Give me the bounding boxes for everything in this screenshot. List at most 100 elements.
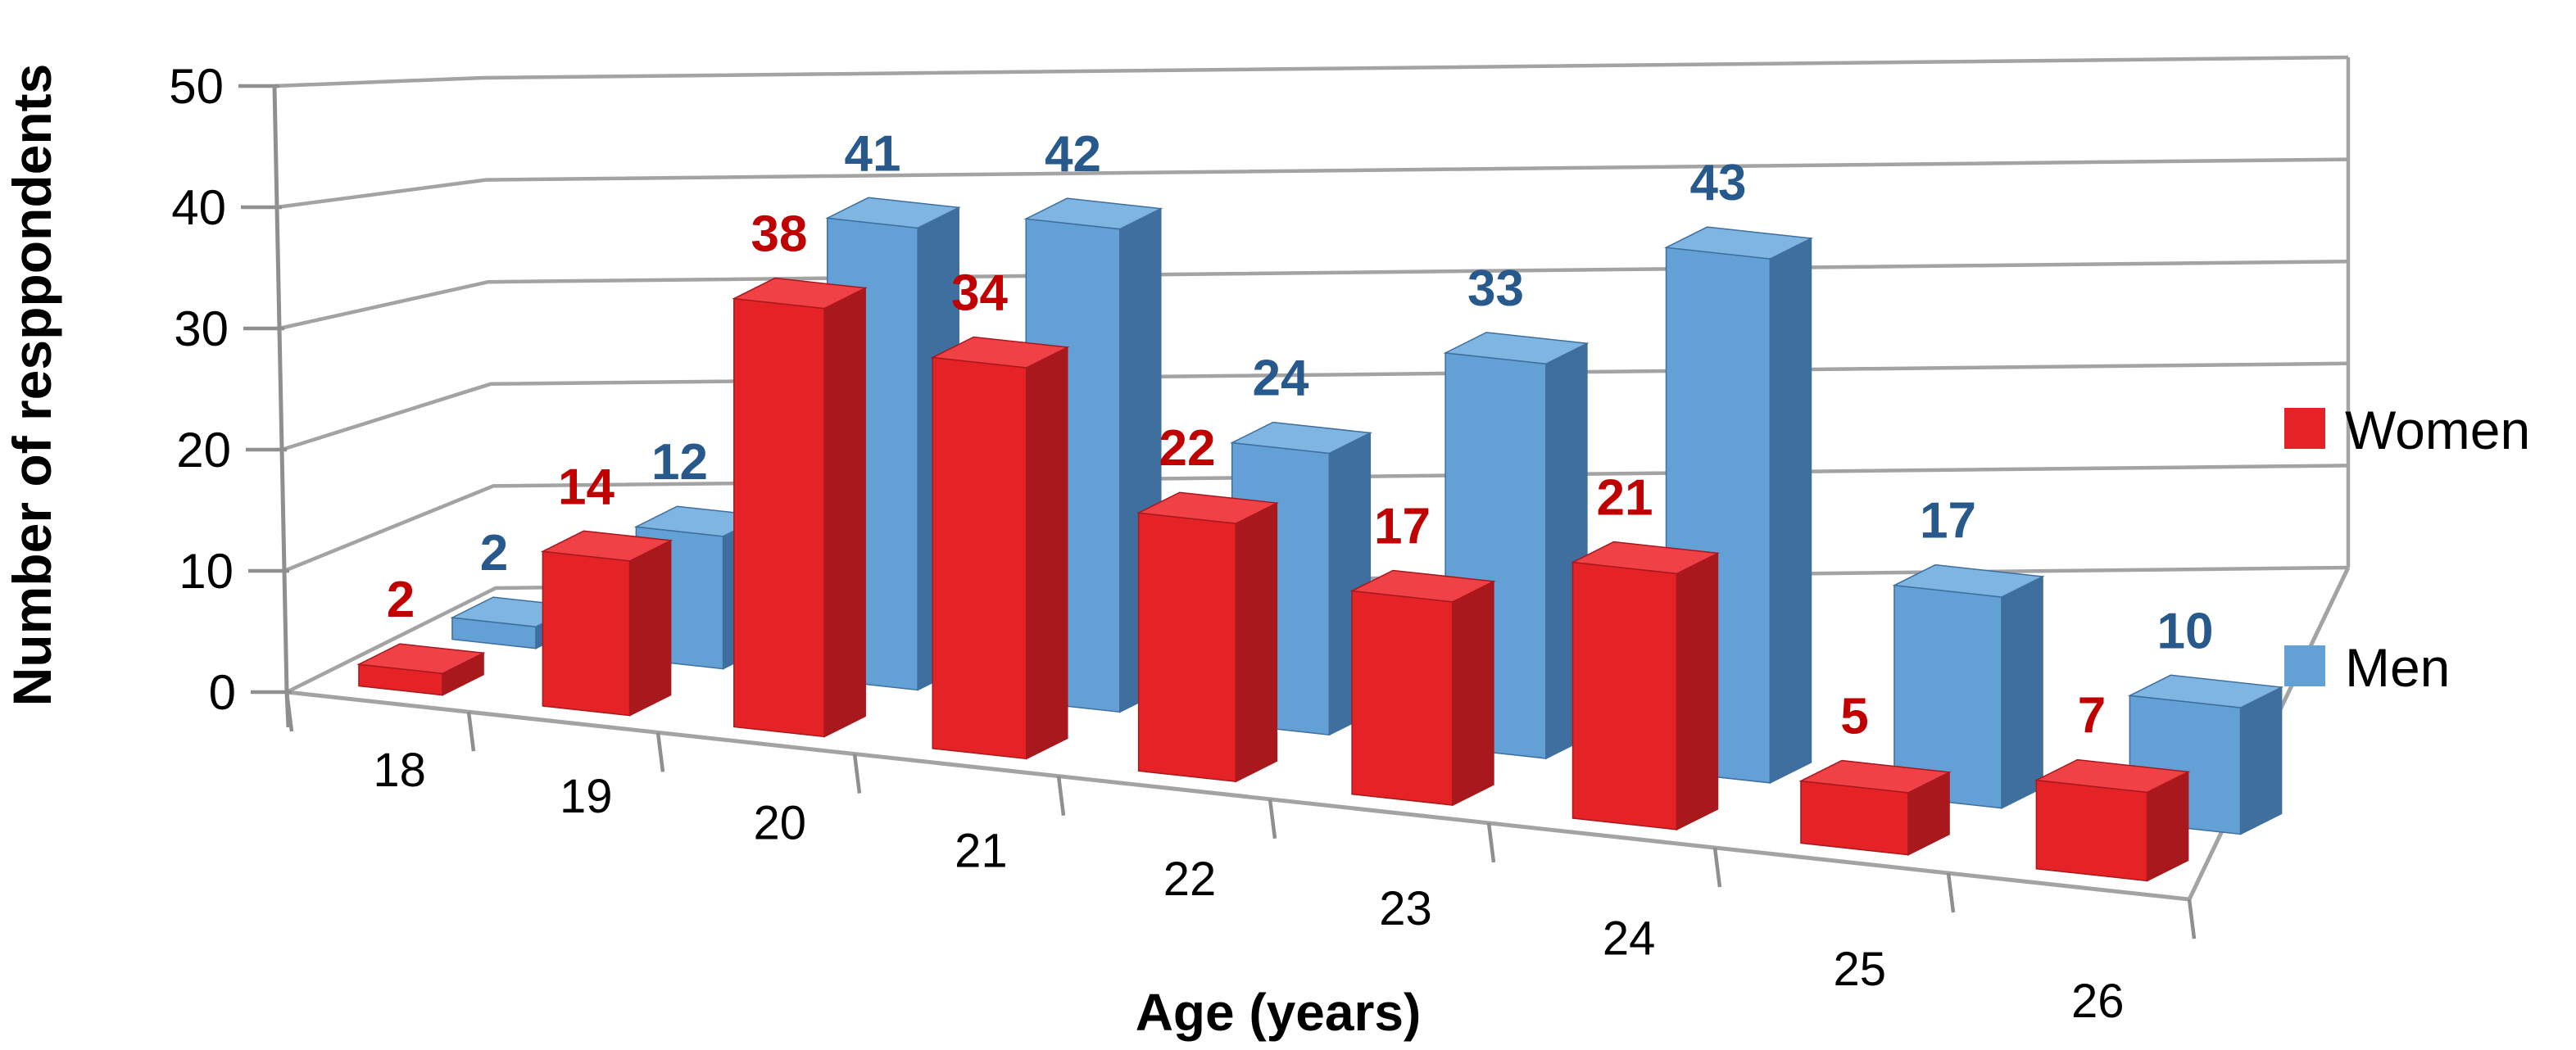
bar-women-21 (930, 336, 1070, 760)
y-tick-label-20: 20 (176, 423, 231, 477)
x-tick-8 (1946, 872, 1956, 913)
x-tick-1 (466, 711, 476, 752)
bar-top-face (1798, 759, 1952, 794)
x-tick-label-20: 20 (754, 797, 807, 850)
legend-swatch-men (2284, 645, 2325, 686)
bar-front-face (1800, 780, 1909, 856)
data-label-men-23: 33 (1467, 260, 1524, 317)
data-label-men-19: 12 (651, 434, 708, 491)
y-tick-label-0: 0 (209, 665, 236, 720)
y-tick-label-50: 50 (169, 59, 224, 114)
bar-men-26 (2127, 674, 2284, 835)
legend-label-men: Men (2345, 637, 2450, 698)
bar-side-face (1235, 501, 1278, 783)
bar-top-face (1570, 541, 1721, 575)
data-label-men-22: 24 (1253, 351, 1309, 407)
bar-front-face (932, 356, 1027, 760)
y-axis-line (272, 85, 291, 728)
bar-front-face (1137, 512, 1237, 783)
bar-front-face (1351, 590, 1454, 806)
data-label-women-24: 21 (1597, 470, 1653, 527)
x-tick-2 (655, 732, 665, 772)
bar-top-face (930, 336, 1070, 369)
bar-side-face (2239, 686, 2283, 835)
x-tick-3 (852, 754, 862, 794)
bar-women-20 (732, 277, 868, 738)
axes-layer (238, 84, 292, 728)
bar-top-face (1230, 421, 1372, 455)
bar-top-face (356, 643, 486, 675)
bar-women-23 (1349, 569, 1496, 807)
gridline-30 (279, 259, 2349, 331)
bar-women-19 (540, 530, 673, 717)
bar-men-25 (1892, 563, 2045, 809)
bar-women-25 (1798, 759, 1952, 856)
x-tick-9 (2187, 898, 2197, 939)
bar-side-face (1452, 580, 1494, 807)
x-tick-label-19: 19 (560, 770, 613, 823)
bar-top-face (1663, 226, 1814, 260)
bar-side-face (1676, 552, 1719, 831)
bar-side-face (823, 287, 866, 738)
x-tick-7 (1712, 847, 1722, 888)
data-label-men-20: 41 (845, 125, 901, 182)
data-label-women-20: 38 (751, 206, 808, 263)
bar-top-face (2127, 674, 2284, 708)
gridline-50 (274, 55, 2349, 88)
x-tick-label-21: 21 (955, 824, 1008, 877)
bar-women-26 (2034, 758, 2191, 882)
data-label-women-25: 5 (1840, 689, 1868, 745)
bar-side-face (628, 539, 672, 717)
y-axis-title: Number of resppondents (2, 64, 62, 707)
x-tick-label-23: 23 (1379, 882, 1432, 935)
x-tick-5 (1268, 799, 1277, 840)
bar-side-face (2001, 575, 2043, 809)
bar-top-face (1349, 569, 1496, 603)
x-tick-label-25: 25 (1833, 943, 1886, 996)
x-tick-6 (1486, 822, 1496, 863)
x-tick-label-18: 18 (373, 744, 426, 797)
data-label-women-18: 2 (387, 572, 415, 628)
data-label-women-23: 17 (1374, 498, 1431, 554)
legend-label-women: Women (2345, 400, 2530, 460)
bar-front-face (1571, 561, 1678, 830)
data-label-women-21: 34 (951, 265, 1008, 322)
bar-side-face (1769, 237, 1812, 785)
data-label-men-21: 42 (1045, 126, 1101, 183)
x-axis-title: Age (years) (1136, 983, 1422, 1042)
data-label-women-26: 7 (2078, 688, 2106, 745)
bar-top-face (1443, 332, 1590, 365)
bar-front-face (733, 297, 825, 738)
bar-front-face (2035, 779, 2148, 882)
bars-layer (356, 197, 2284, 882)
bar-top-face (732, 277, 868, 310)
x-tick-label-24: 24 (1603, 912, 1656, 966)
bar-top-face (1136, 491, 1279, 524)
data-label-men-18: 2 (480, 525, 508, 582)
y-tick-label-10: 10 (179, 544, 234, 599)
bar-women-22 (1136, 491, 1279, 783)
bar-top-face (1892, 563, 2045, 598)
x-tick-label-26: 26 (2071, 975, 2125, 1028)
data-label-women-22: 22 (1159, 420, 1216, 477)
y-tick-label-30: 30 (174, 301, 229, 356)
x-tick-4 (1056, 776, 1066, 816)
data-label-men-25: 17 (1920, 493, 1976, 550)
legend-swatch-women (2284, 408, 2325, 449)
legend: Women Men (2284, 400, 2530, 698)
data-label-men-26: 10 (2157, 603, 2214, 659)
data-labels-layer: 2 12 41 42 24 33 43 17 10 2 14 38 34 22 17 21 5 7 (387, 125, 2214, 745)
data-label-women-19: 14 (558, 459, 615, 515)
bar-top-face (825, 197, 961, 229)
data-label-men-24: 43 (1690, 155, 1747, 211)
bar-side-face (1026, 346, 1068, 760)
bar-top-face (1023, 197, 1163, 230)
bar-women-24 (1570, 541, 1721, 831)
x-tick-label-22: 22 (1163, 853, 1217, 906)
gridline-40 (276, 157, 2349, 210)
bar-women-18 (356, 643, 486, 696)
y-tick-label-40: 40 (171, 180, 226, 235)
